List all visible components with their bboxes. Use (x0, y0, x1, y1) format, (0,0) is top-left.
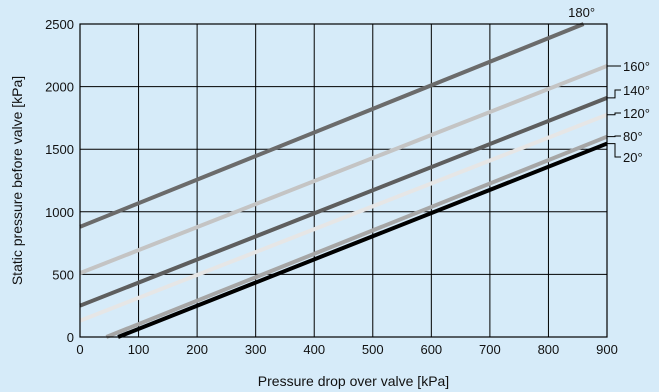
series-label: 120° (623, 106, 650, 121)
x-tick-label: 500 (362, 342, 384, 357)
x-tick-label: 100 (128, 342, 150, 357)
plot-frame (79, 23, 608, 338)
series-line (79, 22, 585, 229)
x-tick-label: 300 (245, 342, 267, 357)
label-leader-line (607, 143, 621, 158)
y-tick-label: 2000 (45, 80, 74, 95)
label-leader-line (607, 135, 621, 138)
series-line (79, 96, 608, 308)
series-line (79, 64, 608, 276)
x-tick-label: 600 (420, 342, 442, 357)
x-tick-label: 800 (538, 342, 560, 357)
series-lines (79, 22, 608, 339)
series-label: 180° (568, 5, 595, 20)
y-tick-label: 500 (52, 267, 74, 282)
y-axis-title: Static pressure before valve [kPa] (9, 76, 25, 285)
series-line (105, 134, 608, 339)
series-label: 160° (623, 59, 650, 74)
x-tick-label: 700 (479, 342, 501, 357)
x-tick-label: 900 (596, 342, 618, 357)
series-label: 140° (623, 83, 650, 98)
series-labels: 180° 160° 140° 120° 80° 20° (568, 5, 650, 165)
x-tick-label: 0 (76, 342, 83, 357)
y-tick-label: 1500 (45, 142, 74, 157)
y-tick-label: 1000 (45, 205, 74, 220)
y-tick-label: 0 (67, 330, 74, 345)
x-tick-label: 400 (303, 342, 325, 357)
y-tick-label: 2500 (45, 17, 74, 32)
label-leader-line (607, 89, 621, 99)
series-label: 80° (623, 129, 643, 144)
label-leader-line (607, 112, 621, 116)
x-axis-title: Pressure drop over valve [kPa] (258, 373, 449, 389)
tick-labels: 0 100 200 300 400 500 600 700 800 900 0 500 1000 1500… (45, 17, 618, 357)
series-line (117, 141, 608, 339)
x-tick-label: 200 (186, 342, 208, 357)
series-line (79, 112, 608, 323)
series-label: 20° (623, 150, 643, 165)
